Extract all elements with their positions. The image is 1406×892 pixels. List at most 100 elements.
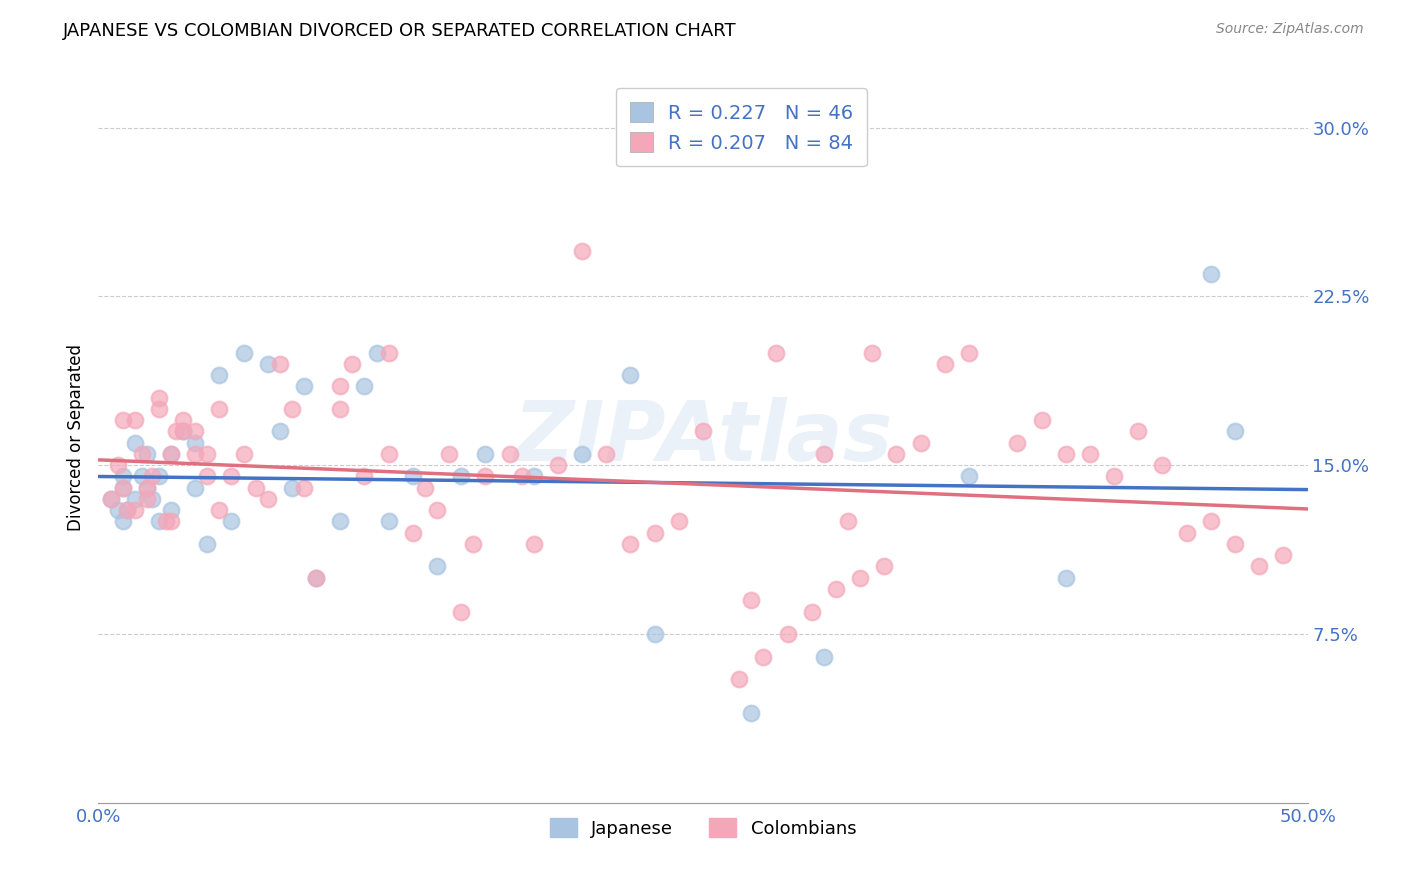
Point (329, 515, 352, 529)
Point (135, 447, 157, 461)
Point (353, 469, 375, 483)
Point (740, 706, 762, 720)
Point (595, 447, 617, 461)
Point (813, 447, 835, 461)
Point (571, 447, 593, 461)
Point (910, 435, 932, 450)
Point (402, 469, 425, 483)
Point (245, 481, 267, 495)
Point (426, 503, 449, 517)
Point (135, 491, 157, 506)
Point (184, 447, 207, 461)
Point (148, 391, 170, 405)
Point (195, 469, 218, 483)
Point (342, 357, 364, 371)
Point (366, 345, 388, 359)
Point (329, 379, 352, 393)
Point (1054, 571, 1077, 585)
Point (117, 503, 139, 517)
Point (1249, 559, 1271, 574)
Point (1199, 267, 1222, 281)
Point (934, 357, 956, 371)
Point (1223, 425, 1246, 439)
Point (111, 481, 134, 495)
Point (281, 401, 304, 416)
Point (208, 503, 231, 517)
Point (523, 537, 546, 551)
Point (292, 481, 315, 495)
Point (825, 582, 848, 596)
Text: JAPANESE VS COLOMBIAN DIVORCED OR SEPARATED CORRELATION CHART: JAPANESE VS COLOMBIAN DIVORCED OR SEPARA… (63, 22, 737, 40)
Point (160, 447, 183, 461)
Point (426, 559, 449, 574)
Point (124, 413, 146, 427)
Point (160, 515, 183, 529)
Point (117, 503, 139, 517)
Point (165, 425, 187, 439)
Point (148, 515, 170, 529)
Point (172, 425, 194, 439)
Point (644, 525, 666, 540)
Point (1128, 425, 1150, 439)
Point (1054, 447, 1077, 461)
Point (353, 379, 375, 393)
Point (437, 447, 460, 461)
Point (141, 491, 163, 506)
Legend: Japanese, Colombians: Japanese, Colombians (543, 811, 863, 845)
Point (269, 357, 291, 371)
Point (135, 481, 157, 495)
Point (184, 481, 207, 495)
Point (1175, 525, 1198, 540)
Point (131, 469, 153, 483)
Point (111, 413, 134, 427)
Point (124, 491, 146, 506)
Point (141, 469, 163, 483)
Point (619, 368, 641, 383)
Point (547, 458, 569, 473)
Point (957, 345, 980, 359)
Point (305, 571, 328, 585)
Point (849, 571, 872, 585)
Point (1223, 537, 1246, 551)
Point (776, 627, 799, 641)
Point (740, 593, 762, 607)
Point (221, 469, 243, 483)
Point (1007, 435, 1029, 450)
Point (111, 481, 134, 495)
Point (172, 425, 194, 439)
Point (571, 244, 593, 259)
Point (619, 537, 641, 551)
Point (860, 345, 883, 359)
Point (124, 503, 146, 517)
Point (957, 469, 980, 483)
Point (886, 447, 908, 461)
Point (377, 345, 399, 359)
Point (402, 525, 425, 540)
Point (413, 481, 436, 495)
Point (160, 447, 183, 461)
Point (148, 469, 170, 483)
Point (281, 481, 304, 495)
Text: Source: ZipAtlas.com: Source: ZipAtlas.com (1216, 22, 1364, 37)
Y-axis label: Divorced or Separated: Divorced or Separated (66, 343, 84, 531)
Point (813, 649, 835, 664)
Point (728, 672, 751, 686)
Point (256, 491, 278, 506)
Point (232, 345, 254, 359)
Point (752, 649, 775, 664)
Point (131, 447, 153, 461)
Point (184, 425, 207, 439)
Point (184, 435, 207, 450)
Point (523, 469, 546, 483)
Point (107, 503, 129, 517)
Point (221, 515, 243, 529)
Point (474, 447, 496, 461)
Point (474, 469, 496, 483)
Point (668, 515, 690, 529)
Point (837, 515, 859, 529)
Point (195, 447, 218, 461)
Point (1272, 548, 1295, 562)
Point (1102, 469, 1125, 483)
Point (450, 605, 472, 619)
Point (208, 368, 231, 383)
